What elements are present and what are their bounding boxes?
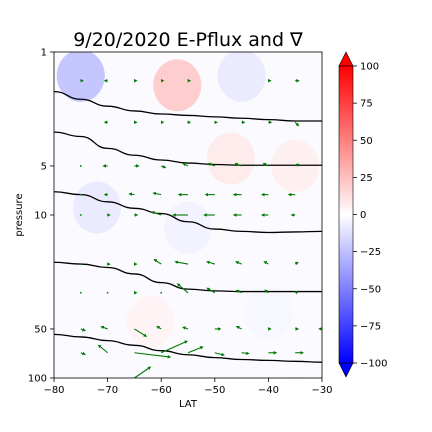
x-tick-label: −70 — [97, 385, 118, 396]
y-tick-label: 100 — [28, 374, 47, 385]
shading-blob — [153, 59, 202, 112]
quiver-arrow — [97, 344, 108, 354]
quiver-arrow — [263, 261, 269, 265]
quiver-arrow — [214, 377, 217, 378]
quiver-arrow — [262, 163, 269, 167]
y-axis-label: pressure — [14, 193, 25, 236]
quiver-arrow — [206, 260, 215, 265]
shading-blob — [244, 287, 293, 340]
x-axis: −80 −70 −60 −50 −40 −30 — [43, 378, 333, 396]
quiver-arrow — [80, 328, 86, 332]
y-tick-label: 5 — [41, 161, 47, 172]
quiver-arrow — [234, 162, 242, 167]
quiver-arrow — [79, 263, 82, 265]
quiver-arrow — [294, 121, 300, 127]
colorbar-extend-max — [338, 51, 354, 67]
contour-line — [54, 261, 322, 293]
quiver-arrow — [134, 366, 152, 378]
contour-line — [54, 90, 322, 122]
colorbar-tick-label: −50 — [360, 284, 381, 295]
quiver-layer — [79, 78, 322, 378]
quiver-arrow — [79, 214, 82, 216]
quiver-arrow — [295, 377, 300, 378]
quiver-arrow — [160, 165, 167, 169]
quiver-arrow — [187, 346, 204, 354]
quiver-arrow — [79, 165, 82, 167]
quiver-arrow — [134, 328, 148, 337]
contour-layer — [54, 90, 322, 363]
colorbar-tick-label: 0 — [360, 210, 366, 221]
colorbar-extend-min — [338, 362, 354, 378]
contour-line — [54, 131, 322, 166]
quiver-arrow — [294, 261, 299, 266]
shading-blob — [72, 181, 121, 234]
x-tick-label: −30 — [311, 385, 332, 396]
colorbar: 100 75 50 25 0 −25 −50 −75 −100 — [338, 51, 387, 378]
quiver-arrow — [174, 260, 189, 265]
quiver-arrow — [153, 258, 162, 265]
shading-blob — [217, 52, 266, 102]
quiver-arrow — [79, 291, 82, 294]
y-axis: 1 5 10 50 100 — [28, 48, 54, 385]
quiver-arrow — [295, 290, 299, 295]
quiver-arrow — [206, 287, 216, 294]
x-tick-label: −60 — [151, 385, 172, 396]
quiver-arrow — [160, 291, 163, 294]
quiver-arrow — [294, 163, 300, 167]
colorbar-tick-label: 25 — [360, 173, 373, 184]
quiver-arrow — [128, 192, 135, 196]
quiver-arrow — [235, 326, 242, 330]
x-tick-label: −80 — [43, 385, 64, 396]
colorbar-tick-label: 50 — [360, 136, 373, 147]
quiver-arrow — [152, 191, 162, 196]
x-tick-label: −40 — [258, 385, 279, 396]
quiver-arrow — [161, 377, 164, 378]
colorbar-tick-label: −25 — [360, 247, 381, 258]
colorbar-ticks: 100 75 50 25 0 −25 −50 −75 −100 — [353, 62, 387, 370]
quiver-arrow — [160, 340, 189, 354]
colorbar-tick-label: 100 — [360, 62, 379, 73]
quiver-arrow — [79, 193, 82, 196]
chart-title: 9/20/2020 E-Pflux and ∇ — [73, 29, 303, 51]
colorbar-tick-label: −75 — [360, 321, 381, 332]
quiver-arrow — [134, 352, 172, 359]
colorbar-tick-label: −100 — [360, 359, 387, 370]
y-tick-label: 50 — [34, 324, 47, 335]
quiver-arrow — [264, 289, 269, 294]
colorbar-gradient — [339, 66, 353, 363]
quiver-arrow — [182, 326, 189, 330]
contour-line — [54, 333, 322, 363]
quiver-arrow — [176, 283, 189, 294]
shading-blob — [126, 295, 175, 348]
quiver-arrow — [156, 325, 162, 330]
quiver-arrow — [151, 211, 162, 216]
shading-blob — [206, 132, 255, 185]
y-tick-label: 10 — [34, 211, 47, 222]
quiver-arrow — [235, 289, 242, 294]
shading-blob — [56, 52, 105, 102]
quiver-arrow — [235, 261, 242, 265]
colorbar-tick-label: 75 — [360, 99, 373, 110]
x-axis-label: LAT — [179, 399, 198, 410]
quiver-arrow — [214, 352, 225, 357]
quiver-arrow — [106, 291, 109, 294]
y-tick-label: 1 — [41, 48, 47, 59]
contour-line — [54, 191, 322, 234]
x-tick-label: −50 — [204, 385, 225, 396]
shading-blob — [164, 201, 212, 254]
quiver-arrow — [241, 351, 250, 356]
quiver-arrow — [182, 163, 189, 167]
quiver-arrow — [207, 162, 215, 167]
quiver-arrow — [100, 325, 108, 330]
quiver-arrow — [80, 351, 86, 356]
